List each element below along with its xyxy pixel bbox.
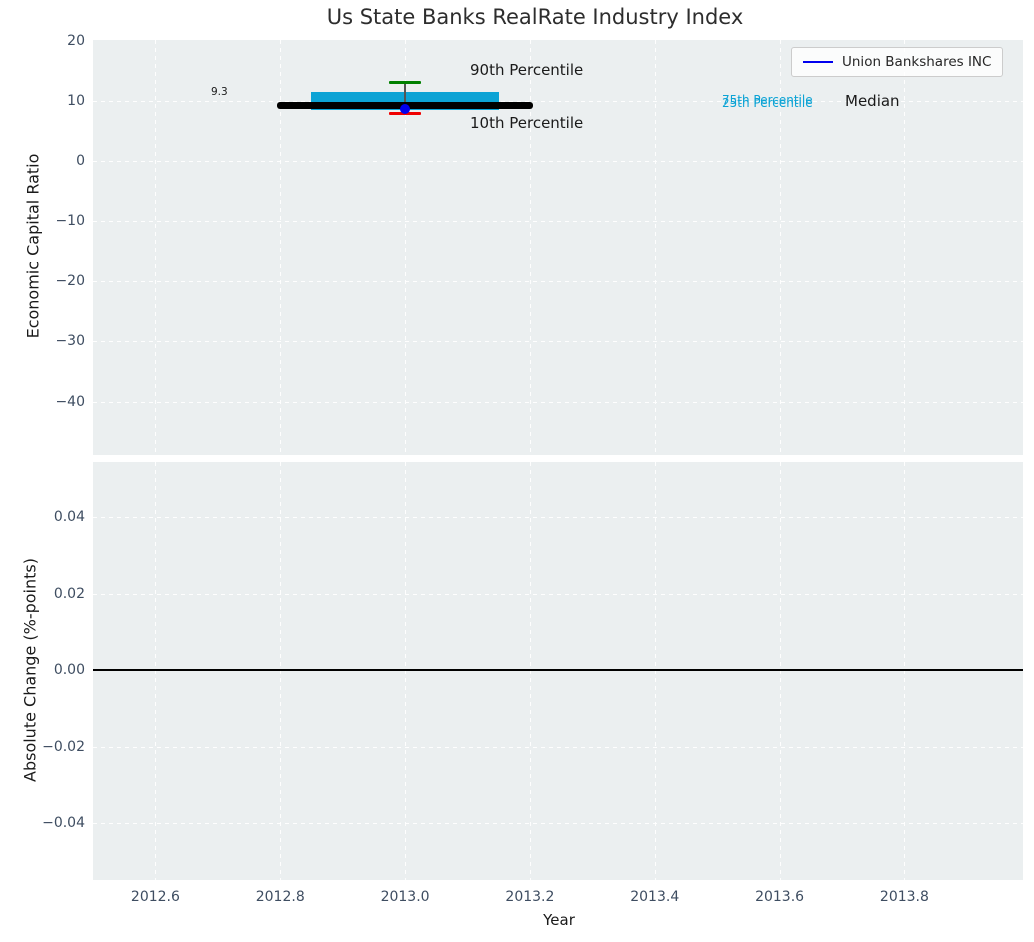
x-tick-label: 2013.4 — [630, 889, 680, 905]
gridline-x — [155, 40, 157, 455]
y-tick-label: −10 — [55, 213, 85, 230]
y-tick-label: 0.02 — [53, 585, 85, 602]
zero-line — [93, 669, 1023, 672]
bottom-axes: 2012.6 2012.8 2013.0 2013.2 2013.4 2013.6 2013… — [42, 462, 1023, 905]
y-tick-label: 0 — [76, 153, 85, 170]
y-tick-label: 0.04 — [53, 509, 85, 526]
y-tick-label: −0.02 — [42, 738, 85, 755]
top-axes: Union Bankshares INC 90th Percentile 10t… — [55, 33, 1023, 455]
x-tick-label: 2012.6 — [130, 889, 180, 905]
gridline-x — [654, 40, 656, 455]
gridline-y — [93, 221, 1023, 223]
p90-cap — [389, 80, 422, 84]
x-tick-label: 2013.6 — [755, 889, 805, 905]
gridline-y — [93, 341, 1023, 343]
legend: Union Bankshares INC — [791, 47, 1004, 77]
y-tick-label: −20 — [55, 273, 85, 290]
y-tick-label: 0.00 — [53, 662, 85, 679]
whisker-line — [404, 82, 406, 114]
x-tick-label: 2013.8 — [879, 889, 929, 905]
gridline-y — [93, 161, 1023, 163]
y-tick-label: −30 — [55, 333, 85, 350]
p75-annotation: 75th Percentile — [722, 93, 813, 107]
y-tick-label: −40 — [55, 393, 85, 410]
x-tick-label: 2012.8 — [255, 889, 305, 905]
gridline-y — [93, 401, 1023, 403]
gridline-y — [93, 281, 1023, 283]
bottom-y-axis-label: Absolute Change (%-points) — [20, 558, 40, 782]
p90-annotation: 90th Percentile — [470, 61, 584, 79]
chart-title: Us State Banks RealRate Industry Index — [326, 5, 744, 29]
x-axis-label: Year — [543, 911, 575, 929]
legend-label: Union Bankshares INC — [842, 54, 992, 70]
median-annotation: Median — [845, 92, 900, 110]
median-value-annotation: 9.3 — [211, 86, 228, 98]
gridline-x — [904, 40, 906, 455]
gridline-y — [93, 593, 1023, 595]
p10-annotation: 10th Percentile — [470, 114, 584, 132]
p25-annotation: 25th Percentile — [722, 96, 813, 110]
y-tick-label: 10 — [67, 93, 85, 110]
legend-line-swatch — [803, 60, 833, 64]
gridline-y — [93, 746, 1023, 748]
company-dot — [400, 104, 411, 115]
gridline-y — [93, 517, 1023, 519]
y-tick-label: −0.04 — [42, 815, 85, 832]
x-tick-label: 2013.2 — [505, 889, 555, 905]
top-y-axis-label: Economic Capital Ratio — [23, 153, 43, 339]
y-tick-label: 20 — [67, 33, 85, 50]
gridline-y — [93, 823, 1023, 825]
x-tick-label: 2013.0 — [380, 889, 430, 905]
